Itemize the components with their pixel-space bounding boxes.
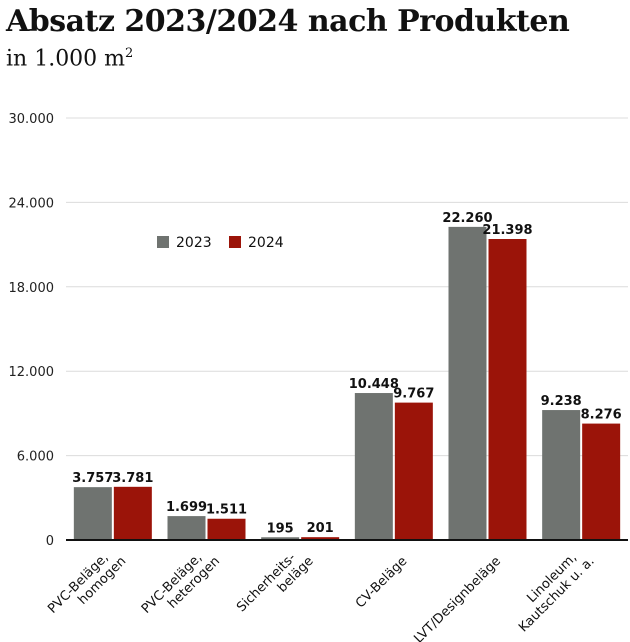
bar-2023: [73, 487, 112, 540]
bar-2023: [261, 537, 300, 540]
data-label: 3.757: [72, 471, 113, 486]
bar-2023: [167, 516, 206, 540]
x-tick-label: LVT/Designbeläge: [411, 554, 504, 642]
y-tick-label: 0: [46, 534, 54, 549]
data-label: 3.781: [112, 471, 153, 486]
y-tick-label: 12.000: [9, 365, 55, 380]
bar-2023: [542, 410, 581, 540]
bar-2023: [448, 226, 487, 540]
x-tick-label: Linoleum,Kautschuk u. a.: [516, 550, 598, 635]
data-label: 1.511: [206, 503, 247, 518]
data-label: 10.448: [349, 377, 399, 392]
x-tick-label: Sicherheits-beläge: [234, 550, 317, 615]
x-tick-label: CV-Beläge: [353, 554, 410, 611]
data-label: 9.767: [393, 387, 434, 402]
x-tick-label-line: CV-Beläge: [353, 554, 410, 611]
bar-2024: [301, 537, 340, 540]
data-label: 195: [267, 521, 294, 536]
bar-2024: [207, 518, 246, 540]
legend-swatch-2023: [157, 236, 169, 248]
bar-2024: [394, 402, 433, 540]
data-label: 1.699: [166, 500, 207, 515]
bar-2024: [488, 239, 527, 540]
y-tick-label: 30.000: [9, 112, 55, 127]
legend-label: 2023: [176, 235, 212, 251]
data-label: 201: [307, 521, 334, 536]
bar-2023: [354, 393, 393, 540]
x-tick-label: PVC-Beläge,heterogen: [139, 550, 223, 616]
x-tick-label: PVC-Beläge,homogen: [45, 550, 129, 616]
legend-swatch-2024: [229, 236, 241, 248]
subtitle-superscript: 2: [125, 46, 134, 61]
bar-2024: [113, 486, 152, 540]
data-label: 8.276: [581, 408, 622, 423]
y-tick-label: 24.000: [9, 196, 55, 211]
x-tick-label-line: LVT/Designbeläge: [411, 554, 504, 642]
chart-title: Absatz 2023/2024 nach Produkten: [6, 4, 570, 39]
legend-label: 2024: [248, 235, 284, 251]
data-label: 9.238: [541, 394, 582, 409]
bar-2024: [582, 423, 621, 540]
data-label: 22.260: [442, 211, 492, 226]
data-label: 21.398: [482, 223, 532, 238]
chart-subtitle: in 1.000 m2: [6, 46, 133, 71]
subtitle-text: in 1.000 m: [6, 46, 126, 72]
y-tick-label: 18.000: [9, 281, 55, 296]
y-tick-label: 6.000: [17, 450, 54, 465]
